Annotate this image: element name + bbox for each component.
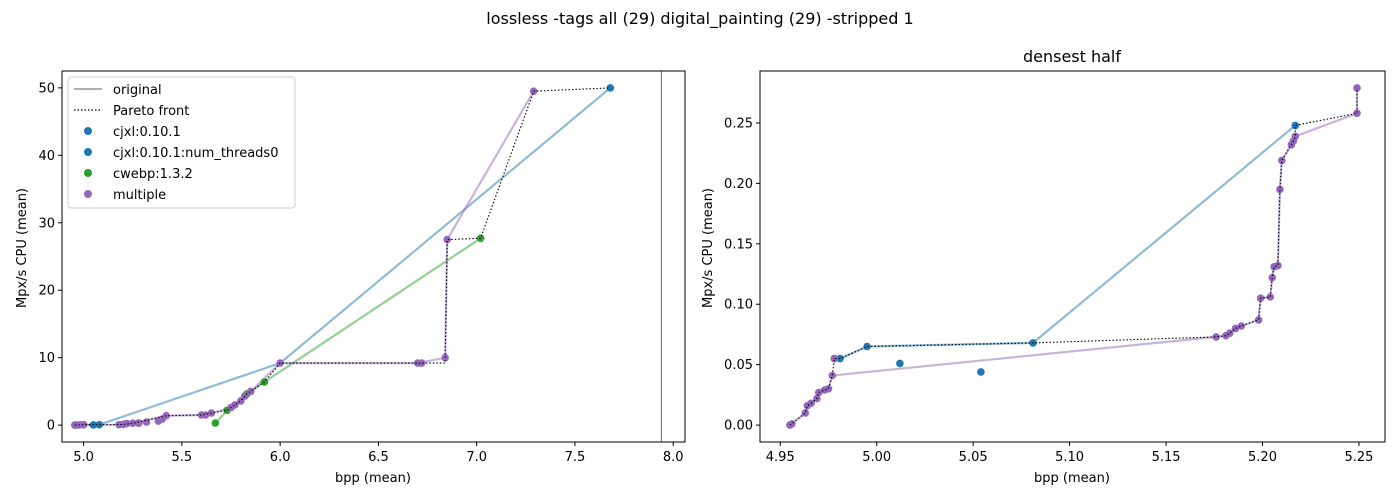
left-multiple-point-9 <box>129 419 137 428</box>
right-cjxl-series-line <box>834 124 1297 360</box>
right-cjxl-point-6 <box>1291 121 1300 130</box>
right-pareto-front <box>789 87 1358 426</box>
left-y-tick-label-1: 10 <box>38 351 55 366</box>
left-cwebp-point-0 <box>211 419 220 427</box>
right-multiple-point-10 <box>830 354 839 363</box>
left-x-tick-label-0: 5.0 <box>73 450 94 465</box>
right-multiple-series-line <box>789 87 1359 427</box>
right-cjxl-point-1 <box>836 354 844 363</box>
left-x-tick-label-4: 7.0 <box>466 450 487 465</box>
right-y-tick-label-4: 0.20 <box>724 177 753 192</box>
right-x-tick-label-4: 5.15 <box>1152 450 1181 465</box>
right-x-tick-label-2: 5.05 <box>959 450 988 465</box>
right-chart-x-axis-label: bpp (mean) <box>1034 471 1110 486</box>
right-multiple-point-28 <box>1353 84 1361 92</box>
right-multiple-point-1 <box>788 420 796 428</box>
right-cjxl-point-2 <box>863 342 871 351</box>
right-cjxl-point-4 <box>977 368 985 376</box>
left-x-tick-label-1: 5.5 <box>172 450 193 465</box>
left-cjxl-point-4 <box>606 84 615 92</box>
legend-cjxl-threads-label: cjxl:0.10.1:num_threads0 <box>113 146 278 161</box>
left-x-tick-label-5: 7.5 <box>565 450 586 465</box>
right-x-tick-label-6: 5.25 <box>1344 450 1373 465</box>
left-multiple-point-8 <box>123 419 131 428</box>
right-multiple-point-18 <box>1266 293 1274 301</box>
left-chart: bpp (mean) Mpx/s CPU (mean) 5.0 5.5 6.0 6.5… <box>15 70 686 486</box>
left-y-tick-label-5: 50 <box>38 81 55 96</box>
left-multiple-point-10 <box>134 419 143 427</box>
right-y-tick-label-5: 0.25 <box>724 116 753 131</box>
left-cwebp-series-line <box>214 237 482 424</box>
left-chart-x-axis-label: bpp (mean) <box>335 471 411 486</box>
left-chart-plot-frame <box>61 70 686 443</box>
legend-box <box>67 76 296 209</box>
legend-cjxl-label: cjxl:0.10.1 <box>113 125 181 140</box>
right-multiple-point-27 <box>1353 109 1361 118</box>
right-chart-y-axis-label: Mpx/s CPU (mean) <box>701 188 716 308</box>
left-y-tick-label-4: 40 <box>38 149 55 164</box>
right-multiple-point-16 <box>1254 316 1263 324</box>
legend-cjxl-swatch <box>84 127 92 135</box>
left-y-tick-label-0: 0 <box>47 419 55 434</box>
right-multiple-point-9 <box>828 371 837 380</box>
right-y-tick-label-0: 0.00 <box>724 419 753 434</box>
right-multiple-point-6 <box>815 388 823 397</box>
right-chart: densest half bpp (mean) Mpx/s CPU (mean)… <box>701 47 1386 486</box>
left-multiple-point-4 <box>79 420 88 429</box>
legend-pareto-label: Pareto front <box>113 104 189 119</box>
left-pareto-front <box>74 87 611 426</box>
legend-original-label: original <box>113 83 162 98</box>
right-cjxl-point-3 <box>896 359 904 368</box>
legend-multiple-swatch <box>84 190 92 198</box>
right-x-tick-label-0: 4.95 <box>766 450 795 465</box>
left-chart-y-axis-label: Mpx/s CPU (mean) <box>15 188 30 308</box>
left-multiple-point-25 <box>417 359 426 367</box>
left-x-tick-label-3: 6.5 <box>368 450 389 465</box>
right-multiple-point-23 <box>1278 156 1286 165</box>
right-chart-plot-frame <box>759 70 1386 443</box>
left-y-tick-label-3: 30 <box>38 216 55 231</box>
left-y-tick-label-2: 20 <box>38 284 55 299</box>
right-multiple-point-2 <box>801 409 810 417</box>
left-x-tick-label-2: 6.0 <box>270 450 291 465</box>
right-x-tick-label-5: 5.20 <box>1248 450 1277 465</box>
right-multiple-point-22 <box>1276 185 1284 194</box>
right-multiple-point-26 <box>1291 132 1300 141</box>
right-chart-title: densest half <box>1023 47 1121 66</box>
left-multiple-point-27 <box>443 235 452 244</box>
left-x-tick-label-6: 8.0 <box>663 450 684 465</box>
right-multiple-point-21 <box>1274 261 1282 270</box>
right-multiple-point-13 <box>1225 329 1234 338</box>
right-y-tick-label-3: 0.15 <box>724 237 753 252</box>
right-x-tick-label-1: 5.00 <box>862 450 891 465</box>
legend-cjxl-threads-swatch <box>84 148 92 156</box>
right-multiple-point-8 <box>824 385 833 393</box>
right-multiple-point-19 <box>1268 273 1276 282</box>
legend-cwebp-swatch <box>84 169 92 177</box>
legend-cwebp-label: cwebp:1.3.2 <box>113 167 193 182</box>
legend: original Pareto front cjxl:0.10.1 cjxl:0… <box>67 76 296 209</box>
legend-multiple-label: multiple <box>113 188 166 203</box>
right-multiple-point-15 <box>1237 322 1246 330</box>
left-multiple-point-22 <box>246 387 255 396</box>
right-y-tick-label-1: 0.05 <box>724 358 753 373</box>
right-multiple-point-11 <box>1212 333 1220 341</box>
right-x-tick-label-3: 5.10 <box>1055 450 1084 465</box>
left-multiple-point-16 <box>201 411 210 419</box>
figure-title: lossless -tags all (29) digital_painting… <box>486 9 913 29</box>
right-y-tick-label-2: 0.10 <box>724 298 753 313</box>
